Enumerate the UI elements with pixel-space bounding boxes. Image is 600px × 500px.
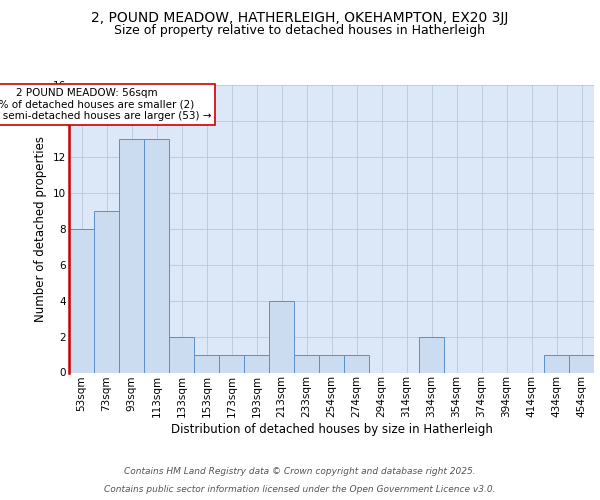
Bar — [294, 354, 319, 372]
Text: 2, POUND MEADOW, HATHERLEIGH, OKEHAMPTON, EX20 3JJ: 2, POUND MEADOW, HATHERLEIGH, OKEHAMPTON… — [91, 11, 509, 25]
Bar — [119, 139, 144, 372]
Bar — [144, 139, 169, 372]
Text: 2 POUND MEADOW: 56sqm
← 4% of detached houses are smaller (2)
96% of semi-detach: 2 POUND MEADOW: 56sqm ← 4% of detached h… — [0, 88, 211, 121]
Bar — [194, 354, 219, 372]
Text: Size of property relative to detached houses in Hatherleigh: Size of property relative to detached ho… — [115, 24, 485, 37]
Bar — [544, 354, 569, 372]
Text: Contains HM Land Registry data © Crown copyright and database right 2025.: Contains HM Land Registry data © Crown c… — [124, 467, 476, 476]
Bar — [169, 336, 194, 372]
Bar — [269, 300, 294, 372]
Bar — [419, 336, 444, 372]
Bar — [94, 211, 119, 372]
Bar — [319, 354, 344, 372]
Bar — [344, 354, 369, 372]
Y-axis label: Number of detached properties: Number of detached properties — [34, 136, 47, 322]
Bar — [219, 354, 244, 372]
Bar — [69, 229, 94, 372]
Text: Contains public sector information licensed under the Open Government Licence v3: Contains public sector information licen… — [104, 485, 496, 494]
Bar — [244, 354, 269, 372]
Bar — [569, 354, 594, 372]
X-axis label: Distribution of detached houses by size in Hatherleigh: Distribution of detached houses by size … — [170, 423, 493, 436]
